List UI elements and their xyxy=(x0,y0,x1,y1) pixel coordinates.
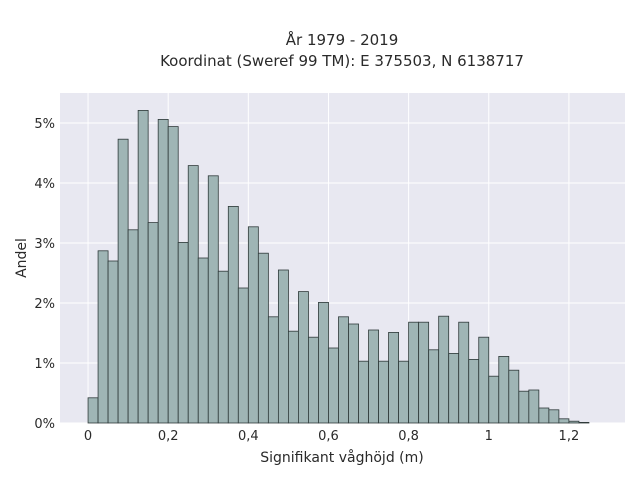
histogram-bar-44 xyxy=(528,389,540,424)
histogram-bar-27 xyxy=(358,360,369,424)
histogram-bar-10 xyxy=(187,165,199,424)
histogram-bar-6 xyxy=(147,222,159,424)
histogram-bar-39 xyxy=(478,336,490,424)
histogram-bar-26 xyxy=(348,323,359,424)
x-tick-label-2: 0,4 xyxy=(238,429,259,444)
histogram-bar-1 xyxy=(97,250,109,424)
histogram-bar-24 xyxy=(328,347,339,424)
y-axis-label: Andel xyxy=(14,238,30,278)
histogram-bar-42 xyxy=(508,369,520,424)
histogram-bar-11 xyxy=(197,257,209,424)
histogram-bar-18 xyxy=(267,316,279,424)
x-tick-label-4: 0,8 xyxy=(398,429,419,444)
histogram-bar-5 xyxy=(137,110,149,424)
histogram-bar-43 xyxy=(518,390,530,424)
y-tick-label-0: 0% xyxy=(34,417,55,432)
histogram-bar-9 xyxy=(177,241,189,424)
histogram-bar-28 xyxy=(368,329,379,424)
histogram-bar-0 xyxy=(87,397,99,424)
histogram-bar-3 xyxy=(117,138,129,424)
histogram-bar-48 xyxy=(568,420,580,424)
y-tick-label-1: 1% xyxy=(34,357,55,372)
histogram-bar-25 xyxy=(338,316,349,424)
histogram-bar-20 xyxy=(288,330,299,424)
histogram-bar-4 xyxy=(127,229,139,424)
histogram-bar-35 xyxy=(438,315,450,424)
histogram-bar-33 xyxy=(418,321,430,424)
bars-group xyxy=(87,110,590,424)
x-tick-label-6: 1,2 xyxy=(559,429,580,444)
histogram-bar-49 xyxy=(578,421,590,424)
histogram-bar-37 xyxy=(458,321,470,424)
histogram-bar-30 xyxy=(388,331,399,424)
x-tick-labels: 0 0,2 0,4 0,6 0,8 1 1,2 xyxy=(84,429,579,444)
histogram-bar-23 xyxy=(318,301,329,424)
histogram-bar-32 xyxy=(408,321,420,424)
x-tick-label-3: 0,6 xyxy=(318,429,339,444)
y-tick-label-3: 3% xyxy=(34,237,55,252)
histogram-bar-46 xyxy=(548,409,560,424)
y-tick-label-5: 5% xyxy=(34,117,55,132)
histogram-bar-15 xyxy=(237,287,249,424)
chart-title-line-2: Koordinat (Sweref 99 TM): E 375503, N 61… xyxy=(160,52,524,70)
x-tick-label-1: 0,2 xyxy=(158,429,179,444)
histogram-bar-47 xyxy=(558,418,570,424)
histogram-bar-36 xyxy=(448,352,460,424)
histogram-bar-40 xyxy=(488,375,500,424)
histogram-bar-7 xyxy=(157,119,169,424)
histogram-bar-2 xyxy=(107,260,119,424)
histogram-bar-22 xyxy=(308,336,319,424)
x-tick-label-5: 1 xyxy=(485,429,493,444)
histogram-bar-38 xyxy=(468,358,480,424)
histogram-bar-29 xyxy=(378,360,389,424)
histogram-bar-34 xyxy=(428,349,440,424)
x-axis-label: Signifikant våghöjd (m) xyxy=(260,449,423,466)
histogram-bar-45 xyxy=(538,407,550,424)
histogram-bar-14 xyxy=(227,205,239,424)
histogram-bar-8 xyxy=(167,126,179,424)
y-tick-labels: 0% 1% 2% 3% 4% 5% xyxy=(34,117,55,432)
chart-title: År 1979 - 2019 Koordinat (Sweref 99 TM):… xyxy=(160,30,524,70)
y-tick-label-2: 2% xyxy=(34,297,55,312)
y-tick-label-4: 4% xyxy=(34,177,55,192)
histogram-bar-31 xyxy=(398,360,410,424)
chart-title-line-1: År 1979 - 2019 xyxy=(286,30,399,49)
x-tick-label-0: 0 xyxy=(84,429,92,444)
histogram-bar-41 xyxy=(498,355,510,424)
histogram-bar-12 xyxy=(207,175,219,424)
histogram-bar-19 xyxy=(277,269,289,424)
histogram-bar-13 xyxy=(217,270,229,424)
histogram-bar-17 xyxy=(257,252,269,424)
histogram-bar-16 xyxy=(247,226,259,424)
histogram-bar-21 xyxy=(298,291,309,424)
